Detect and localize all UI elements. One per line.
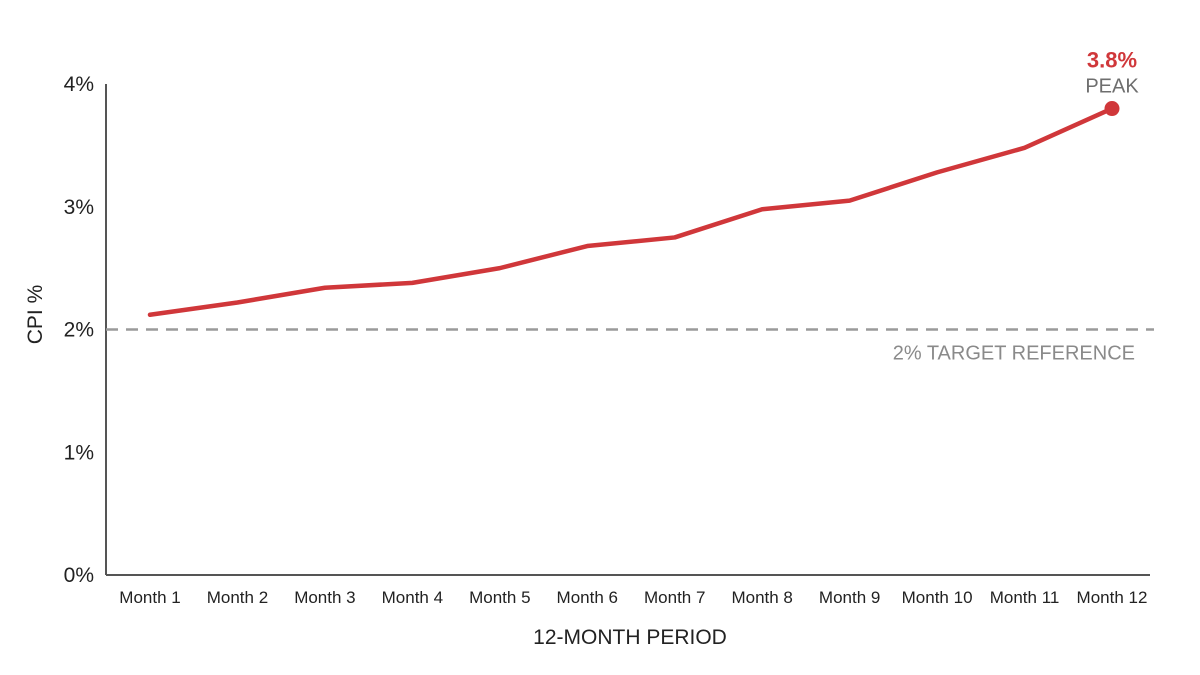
x-tick-label: Month 4 <box>382 588 443 607</box>
x-tick-label: Month 10 <box>902 588 973 607</box>
y-axis-title: CPI % <box>24 285 47 345</box>
x-tick-label: Month 6 <box>557 588 618 607</box>
peak-point <box>1104 101 1120 117</box>
x-tick-label: Month 7 <box>644 588 705 607</box>
x-tick-label: Month 1 <box>119 588 180 607</box>
y-tick-label: 4% <box>64 73 94 96</box>
peak-value-label: 3.8% <box>1087 48 1137 73</box>
cpi-series-line <box>147 106 1115 318</box>
x-tick-label: Month 8 <box>731 588 792 607</box>
y-tick-label: 1% <box>64 441 94 464</box>
x-tick-label: Month 12 <box>1077 588 1148 607</box>
x-axis-title: 12-MONTH PERIOD <box>533 626 727 649</box>
y-tick-labels: 0% 1% 2% 3% 4% <box>64 73 94 587</box>
y-tick-label: 0% <box>64 564 94 587</box>
x-tick-label: Month 5 <box>469 588 530 607</box>
cpi-series-points <box>1104 101 1120 117</box>
x-tick-label: Month 9 <box>819 588 880 607</box>
x-tick-label: Month 3 <box>294 588 355 607</box>
x-tick-label: Month 2 <box>207 588 268 607</box>
y-tick-label: 3% <box>64 196 94 219</box>
x-tick-label: Month 11 <box>990 588 1060 607</box>
peak-label: PEAK <box>1085 76 1139 98</box>
y-tick-label: 2% <box>64 319 94 342</box>
x-tick-labels: Month 1 Month 2 Month 3 Month 4 Month 5 Month… <box>119 588 1147 607</box>
target-reference-label: 2% TARGET REFERENCE <box>893 343 1135 365</box>
